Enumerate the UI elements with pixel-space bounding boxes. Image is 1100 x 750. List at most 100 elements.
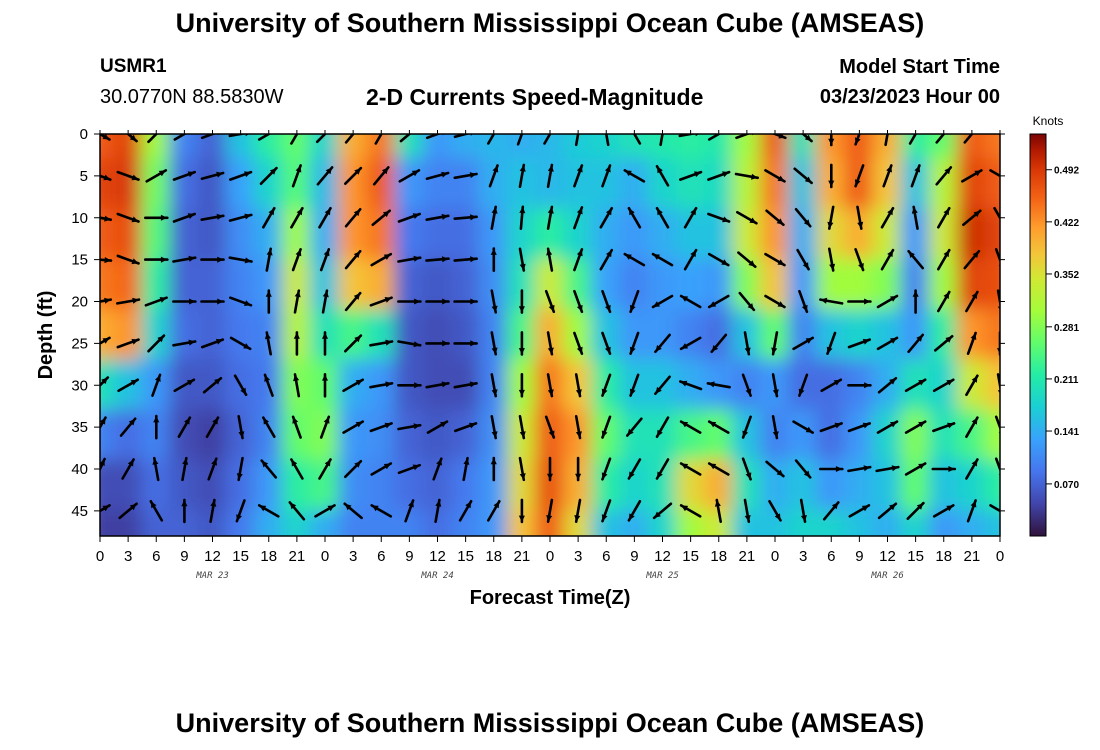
current-vector [876, 336, 899, 351]
current-vector [518, 456, 526, 482]
current-vector [147, 334, 166, 353]
heatmap-cell [984, 359, 1000, 412]
current-vector [966, 331, 977, 356]
y-tick-label: 30 [71, 377, 88, 394]
current-vector [906, 501, 925, 521]
heatmap-cell [100, 359, 115, 412]
current-vector [486, 134, 496, 145]
current-vector [573, 206, 584, 230]
current-vector [743, 498, 751, 524]
heatmap-cell [450, 509, 481, 536]
current-vector [574, 414, 582, 440]
heatmap-cell [113, 509, 144, 536]
x-tick-label: 15 [907, 548, 924, 565]
current-vector [147, 134, 159, 144]
current-vector [458, 499, 473, 522]
heatmap-cell [675, 409, 706, 462]
current-vector [546, 247, 554, 272]
current-vector [425, 340, 450, 347]
current-vector [875, 465, 900, 473]
current-vector [599, 206, 614, 229]
heatmap-cell [281, 409, 312, 462]
heatmap-cell [984, 509, 1000, 536]
current-vector [119, 417, 137, 437]
heatmap-cell [225, 409, 256, 462]
x-tick-label: 3 [574, 548, 582, 565]
current-vector [149, 499, 164, 522]
current-vector [490, 331, 498, 356]
current-vector [826, 331, 837, 356]
current-vector [741, 415, 752, 439]
current-vector [827, 247, 836, 272]
current-vector [765, 209, 785, 227]
heatmap-cell [141, 158, 172, 211]
heatmap-cell [900, 134, 931, 161]
footer-title: University of Southern Mississippi Ocean… [175, 708, 925, 738]
heatmap-cell [450, 308, 481, 362]
heatmap-cell [984, 208, 1000, 261]
current-vector [743, 331, 751, 356]
current-vector [546, 373, 554, 398]
current-vector [486, 499, 501, 522]
heatmap-cell [141, 134, 172, 161]
current-vector [100, 134, 111, 141]
heatmap-cell [225, 134, 256, 161]
current-vector [370, 504, 393, 518]
heatmap-cell [844, 134, 875, 161]
current-vector [601, 499, 612, 523]
current-vector [259, 166, 278, 185]
current-vector [546, 331, 554, 356]
current-vector [629, 373, 640, 397]
current-vector [344, 208, 362, 228]
model-start-date: 03/23/2023 Hour 00 [819, 86, 1000, 108]
current-vector [344, 134, 355, 144]
heatmap-cell [928, 459, 959, 512]
heatmap-cell [816, 308, 847, 362]
heatmap-cell [281, 509, 312, 536]
heatmap-cell [113, 134, 144, 161]
heatmap-cell [197, 158, 228, 211]
current-vector [426, 420, 449, 434]
current-vector [100, 215, 113, 222]
current-vector [151, 373, 162, 397]
current-vector [173, 378, 196, 393]
current-vector [518, 414, 526, 440]
current-vector [573, 289, 584, 314]
current-vector [655, 165, 670, 187]
current-vector [518, 372, 525, 398]
current-vector [229, 170, 253, 181]
current-vector [601, 415, 612, 439]
current-vector [678, 380, 703, 391]
x-tick-label: 21 [514, 548, 531, 565]
current-vector [293, 331, 300, 356]
current-vector [490, 205, 498, 230]
heatmap-cell [141, 308, 172, 362]
current-vector [314, 504, 336, 518]
heatmap-cell [169, 409, 200, 462]
heatmap-cell [647, 258, 678, 311]
heatmap-cell [759, 509, 790, 536]
current-vector [425, 213, 450, 221]
current-vector [735, 211, 758, 225]
current-vector [737, 251, 757, 269]
heatmap-cell [169, 308, 200, 362]
current-vector [768, 499, 782, 522]
current-vector [322, 331, 328, 356]
current-vector [229, 296, 253, 307]
current-vector [547, 456, 553, 482]
current-vector [627, 499, 642, 522]
heatmap-cell [113, 158, 144, 211]
current-vector [100, 416, 107, 430]
current-vector [678, 170, 703, 181]
current-vector [907, 249, 925, 270]
current-vector [100, 257, 113, 264]
colorbar: Knots 0.070 0.141 0.211 0.281 0.352 0.422 0.49… [1029, 114, 1079, 537]
current-vector [343, 166, 363, 185]
heatmap-cell [366, 409, 397, 462]
x-tick-label: 6 [827, 548, 835, 565]
heatmap-cell [422, 308, 453, 362]
heatmap-cell [703, 208, 734, 261]
current-vector [518, 498, 525, 524]
x-tick-label: 3 [799, 548, 807, 565]
heatmap-cell [478, 308, 509, 362]
